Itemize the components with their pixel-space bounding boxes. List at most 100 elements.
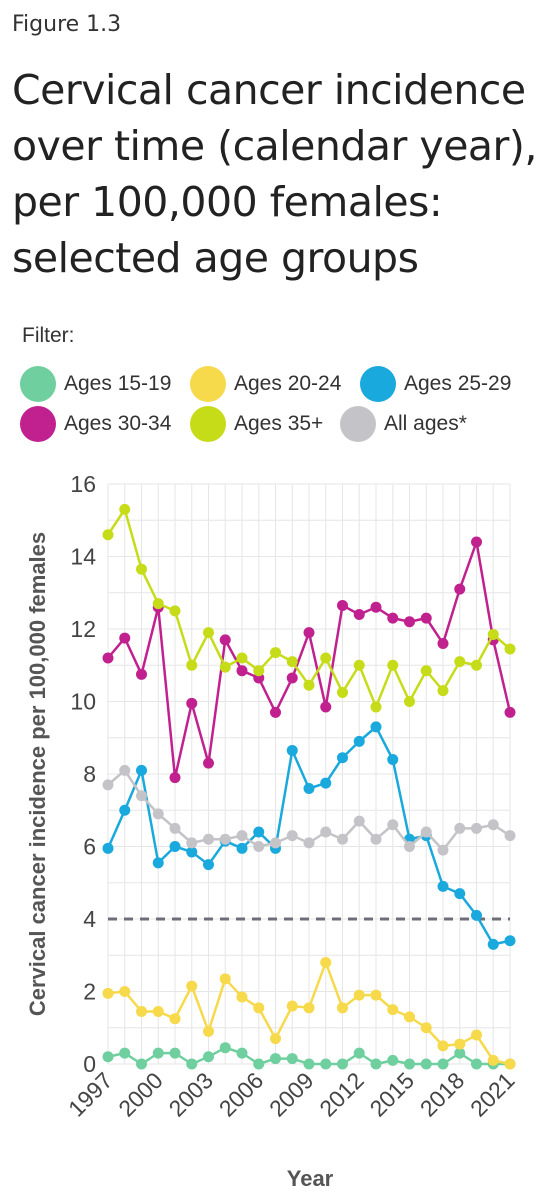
x-tick-label: 2009	[264, 1067, 319, 1122]
data-point	[454, 822, 466, 834]
data-point	[387, 754, 399, 765]
legend-item-all-ages[interactable]: All ages*	[340, 404, 467, 444]
y-axis-title: Cervical cancer incidence per 100,000 fe…	[25, 532, 50, 1016]
data-point	[420, 1058, 432, 1070]
data-point	[219, 1042, 231, 1054]
data-point	[320, 826, 332, 838]
data-point	[102, 842, 114, 854]
data-point	[219, 634, 231, 646]
data-point	[387, 659, 399, 671]
data-point	[236, 1047, 248, 1059]
data-point	[119, 503, 131, 515]
series-all-ages	[102, 764, 516, 856]
data-point	[404, 1058, 415, 1070]
data-point	[236, 830, 248, 842]
legend-swatch-all-ages	[340, 406, 376, 442]
data-point	[487, 819, 499, 831]
legend-swatch-ages-25-29	[360, 366, 396, 402]
data-point	[353, 735, 365, 747]
data-point	[119, 804, 131, 816]
legend-item-ages-35-plus[interactable]: Ages 35+	[190, 404, 323, 444]
data-point	[119, 764, 131, 776]
data-point	[136, 1005, 147, 1017]
data-point	[337, 1002, 348, 1014]
data-point	[102, 779, 114, 791]
data-point	[370, 601, 382, 613]
data-point	[253, 665, 265, 677]
legend-item-ages-20-24[interactable]: Ages 20-24	[190, 364, 341, 404]
data-point	[270, 837, 281, 849]
data-point	[152, 1005, 164, 1017]
data-point	[437, 685, 449, 697]
x-tick-label: 2021	[465, 1067, 520, 1122]
data-point	[169, 841, 181, 852]
data-point	[152, 808, 164, 820]
data-point	[253, 1002, 265, 1014]
data-point	[487, 938, 499, 950]
y-axis-ticks: 0 2 4 6 8 10 12 14 16	[70, 471, 96, 1077]
y-tick-label: 10	[70, 689, 96, 715]
data-point	[152, 1047, 164, 1059]
data-point	[471, 536, 482, 548]
data-point	[203, 859, 214, 871]
data-point	[337, 752, 348, 764]
y-tick-label: 4	[83, 906, 96, 932]
data-point	[337, 1058, 348, 1070]
data-point	[270, 706, 281, 718]
data-point	[504, 830, 516, 842]
data-point	[102, 652, 114, 664]
data-point	[353, 609, 365, 620]
legend-item-ages-15-19[interactable]: Ages 15-19	[20, 364, 171, 404]
data-point	[420, 1022, 432, 1034]
data-point	[286, 830, 298, 842]
data-point	[169, 822, 181, 834]
data-point	[504, 706, 516, 718]
data-point	[454, 1038, 466, 1050]
filter-label: Filter:	[22, 324, 75, 347]
data-point	[471, 822, 482, 834]
data-point	[387, 1004, 399, 1016]
data-point	[454, 1047, 466, 1059]
data-point	[454, 888, 466, 900]
data-point	[203, 1051, 214, 1063]
y-tick-label: 0	[83, 1051, 96, 1077]
data-point	[387, 612, 399, 624]
legend-label-ages-15-19: Ages 15-19	[64, 372, 172, 395]
data-point	[152, 598, 164, 610]
legend-label-ages-20-24: Ages 20-24	[234, 372, 342, 395]
data-point	[320, 777, 332, 789]
data-point	[136, 668, 147, 680]
legend-item-ages-25-29[interactable]: Ages 25-29	[360, 364, 511, 404]
data-point	[286, 656, 298, 668]
legend-swatch-ages-15-19	[20, 366, 56, 402]
data-point	[236, 652, 248, 664]
data-point	[186, 697, 198, 709]
data-point	[404, 1011, 415, 1023]
data-point	[370, 1058, 382, 1070]
data-point	[454, 583, 466, 595]
data-point	[286, 744, 298, 756]
legend-swatch-ages-20-24	[190, 366, 226, 402]
data-point	[454, 656, 466, 668]
series-ages-15-19	[102, 1042, 516, 1070]
legend-swatch-ages-30-34	[20, 406, 56, 442]
data-point	[320, 957, 332, 968]
data-point	[303, 1002, 315, 1014]
data-point	[102, 987, 114, 999]
x-tick-label: 2015	[364, 1067, 419, 1122]
data-point	[437, 638, 449, 649]
data-point	[186, 846, 198, 858]
data-point	[303, 783, 315, 794]
y-tick-label: 8	[83, 761, 96, 787]
data-point	[370, 833, 382, 845]
data-point	[253, 826, 265, 838]
data-point	[404, 616, 415, 628]
data-point	[219, 973, 231, 985]
y-tick-label: 16	[70, 471, 96, 497]
data-point	[387, 1054, 399, 1066]
figure-label: Figure 1.3	[12, 12, 122, 37]
data-point	[420, 612, 432, 624]
data-point	[370, 701, 382, 713]
legend-item-ages-30-34[interactable]: Ages 30-34	[20, 404, 171, 444]
data-point	[487, 1054, 499, 1066]
